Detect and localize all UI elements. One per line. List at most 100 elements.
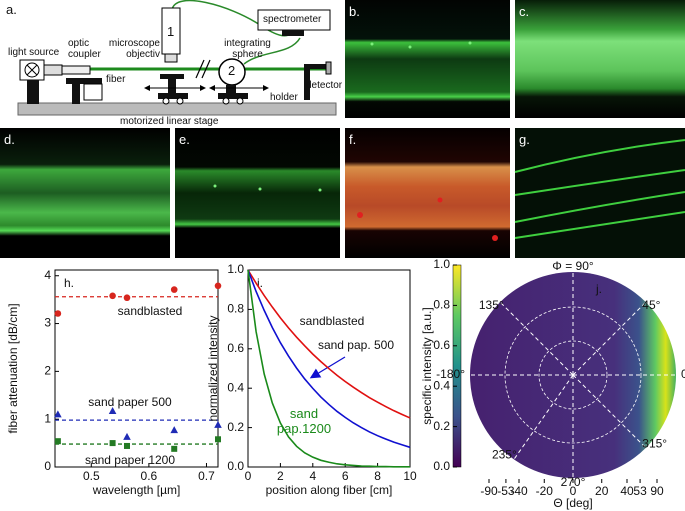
series-label: sand pap. 500	[318, 338, 394, 352]
x-tick-label: -40	[510, 484, 528, 498]
x-axis-label: wavelength [µm]	[92, 483, 181, 497]
series-label: sandblasted	[118, 304, 183, 318]
y-tick-label: 0.4	[227, 380, 244, 394]
angle-label: 45°	[642, 298, 660, 312]
x-tick-label: 2	[277, 469, 284, 483]
polar-spoke	[572, 374, 647, 449]
panel-label: i.	[257, 276, 263, 290]
y-tick-label: 3	[44, 316, 51, 330]
polar-spoke	[572, 301, 647, 376]
x-tick-label: -53	[497, 484, 515, 498]
angle-label: 135°	[479, 298, 504, 312]
x-axis-label: Θ [deg]	[553, 496, 592, 510]
x-tick-label: 6	[342, 469, 349, 483]
angle-label: -180°	[436, 367, 465, 381]
panel-label: b.	[349, 4, 360, 19]
annotation-arrow	[309, 356, 346, 379]
x-tick-label: 20	[595, 484, 609, 498]
polar-grid	[470, 272, 676, 478]
x-tick-label: 0	[570, 484, 577, 498]
diagram-label: microscope objectiv	[108, 38, 160, 60]
colorbar-tick-label: 0.4	[433, 378, 450, 392]
colorbar-tick-label: 1.0	[433, 257, 450, 271]
curve	[247, 269, 410, 468]
angle-label: 235°	[492, 447, 517, 461]
marker	[123, 294, 131, 302]
colorbar-tick-label: 0.8	[433, 298, 450, 312]
y-tick-label: 0.6	[227, 341, 244, 355]
angle-label: 315°	[642, 436, 667, 450]
diagram-label: fiber	[106, 74, 126, 85]
polar-spoke	[499, 301, 574, 376]
x-tick-label: 10	[403, 469, 417, 483]
x-tick-label: 0.5	[83, 469, 100, 483]
y-tick-label: 1.0	[227, 262, 244, 276]
panel-label: c.	[519, 4, 530, 19]
angle-label: 0°	[681, 367, 685, 381]
marker	[214, 282, 222, 290]
setup-diagram	[17, 0, 337, 116]
panel-label: g.	[519, 132, 530, 147]
i-frame	[247, 269, 411, 468]
y-axis-label: normalized intensity	[206, 315, 220, 421]
colorbar-tick-label: 0.6	[433, 338, 450, 352]
colorbar-tick-label: 0.0	[433, 459, 450, 473]
panel-label: a.	[6, 2, 17, 17]
marker	[108, 407, 117, 415]
angle-label: Φ = 90°	[552, 259, 594, 273]
x-tick-label: 0.6	[141, 469, 158, 483]
x-tick-label: 0	[245, 469, 252, 483]
marker	[170, 286, 178, 293]
curve	[247, 269, 411, 419]
x-tick-label: 8	[374, 469, 381, 483]
series-label: sandblasted	[300, 314, 365, 328]
series-label: sand paper 1200	[85, 453, 175, 467]
x-axis-label: position along fiber [cm]	[266, 483, 393, 497]
x-tick-label: -90	[480, 484, 498, 498]
marker	[54, 310, 62, 317]
y-tick-label: 0.2	[227, 420, 244, 434]
marker	[54, 438, 61, 445]
diagram-label: motorized linear stage	[120, 116, 219, 127]
y-tick-label: 4	[44, 268, 51, 282]
panel-label: f.	[349, 132, 357, 147]
colorbar	[452, 264, 462, 468]
y-axis-label: fiber attenuation [dB/cm]	[6, 303, 20, 433]
y-tick-label: 0.0	[227, 459, 244, 473]
y-tick-label: 1	[44, 411, 51, 425]
diagram-label: detector	[306, 80, 343, 91]
diagram-label: spectrometer	[263, 14, 322, 25]
panel-label: e.	[179, 132, 190, 147]
x-tick-label: 40	[620, 484, 634, 498]
micrographs	[0, 0, 685, 258]
panel-label: h.	[64, 276, 74, 290]
marker	[109, 440, 116, 447]
polar-ring	[538, 340, 608, 410]
polar-ring	[504, 306, 642, 444]
marker	[109, 292, 116, 300]
marker	[214, 420, 222, 428]
diagram-label: light source	[8, 47, 60, 58]
diagram-label: integrating sphere	[224, 38, 271, 60]
h-frame	[54, 269, 219, 468]
x-tick-label: 90	[650, 484, 664, 498]
marker	[123, 442, 130, 449]
x-tick-label: 53	[633, 484, 647, 498]
colorbar-label: specific intensity [a.u.]	[420, 307, 434, 424]
marker	[171, 445, 178, 452]
series-label: sand pap.1200	[276, 406, 332, 436]
polar-spoke	[513, 374, 574, 460]
marker	[170, 426, 179, 434]
diagram-label: optic coupler	[68, 38, 101, 60]
x-tick-label: -20	[536, 484, 554, 498]
x-tick-label: 0.7	[198, 469, 215, 483]
series-label: sand paper 500	[88, 395, 172, 409]
y-tick-label: 0	[44, 459, 51, 473]
marker	[54, 410, 62, 418]
x-tick-label: 4	[309, 469, 316, 483]
marker	[123, 432, 131, 440]
colorbar-tick-label: 0.2	[433, 419, 450, 433]
panel-label: d.	[4, 132, 15, 147]
